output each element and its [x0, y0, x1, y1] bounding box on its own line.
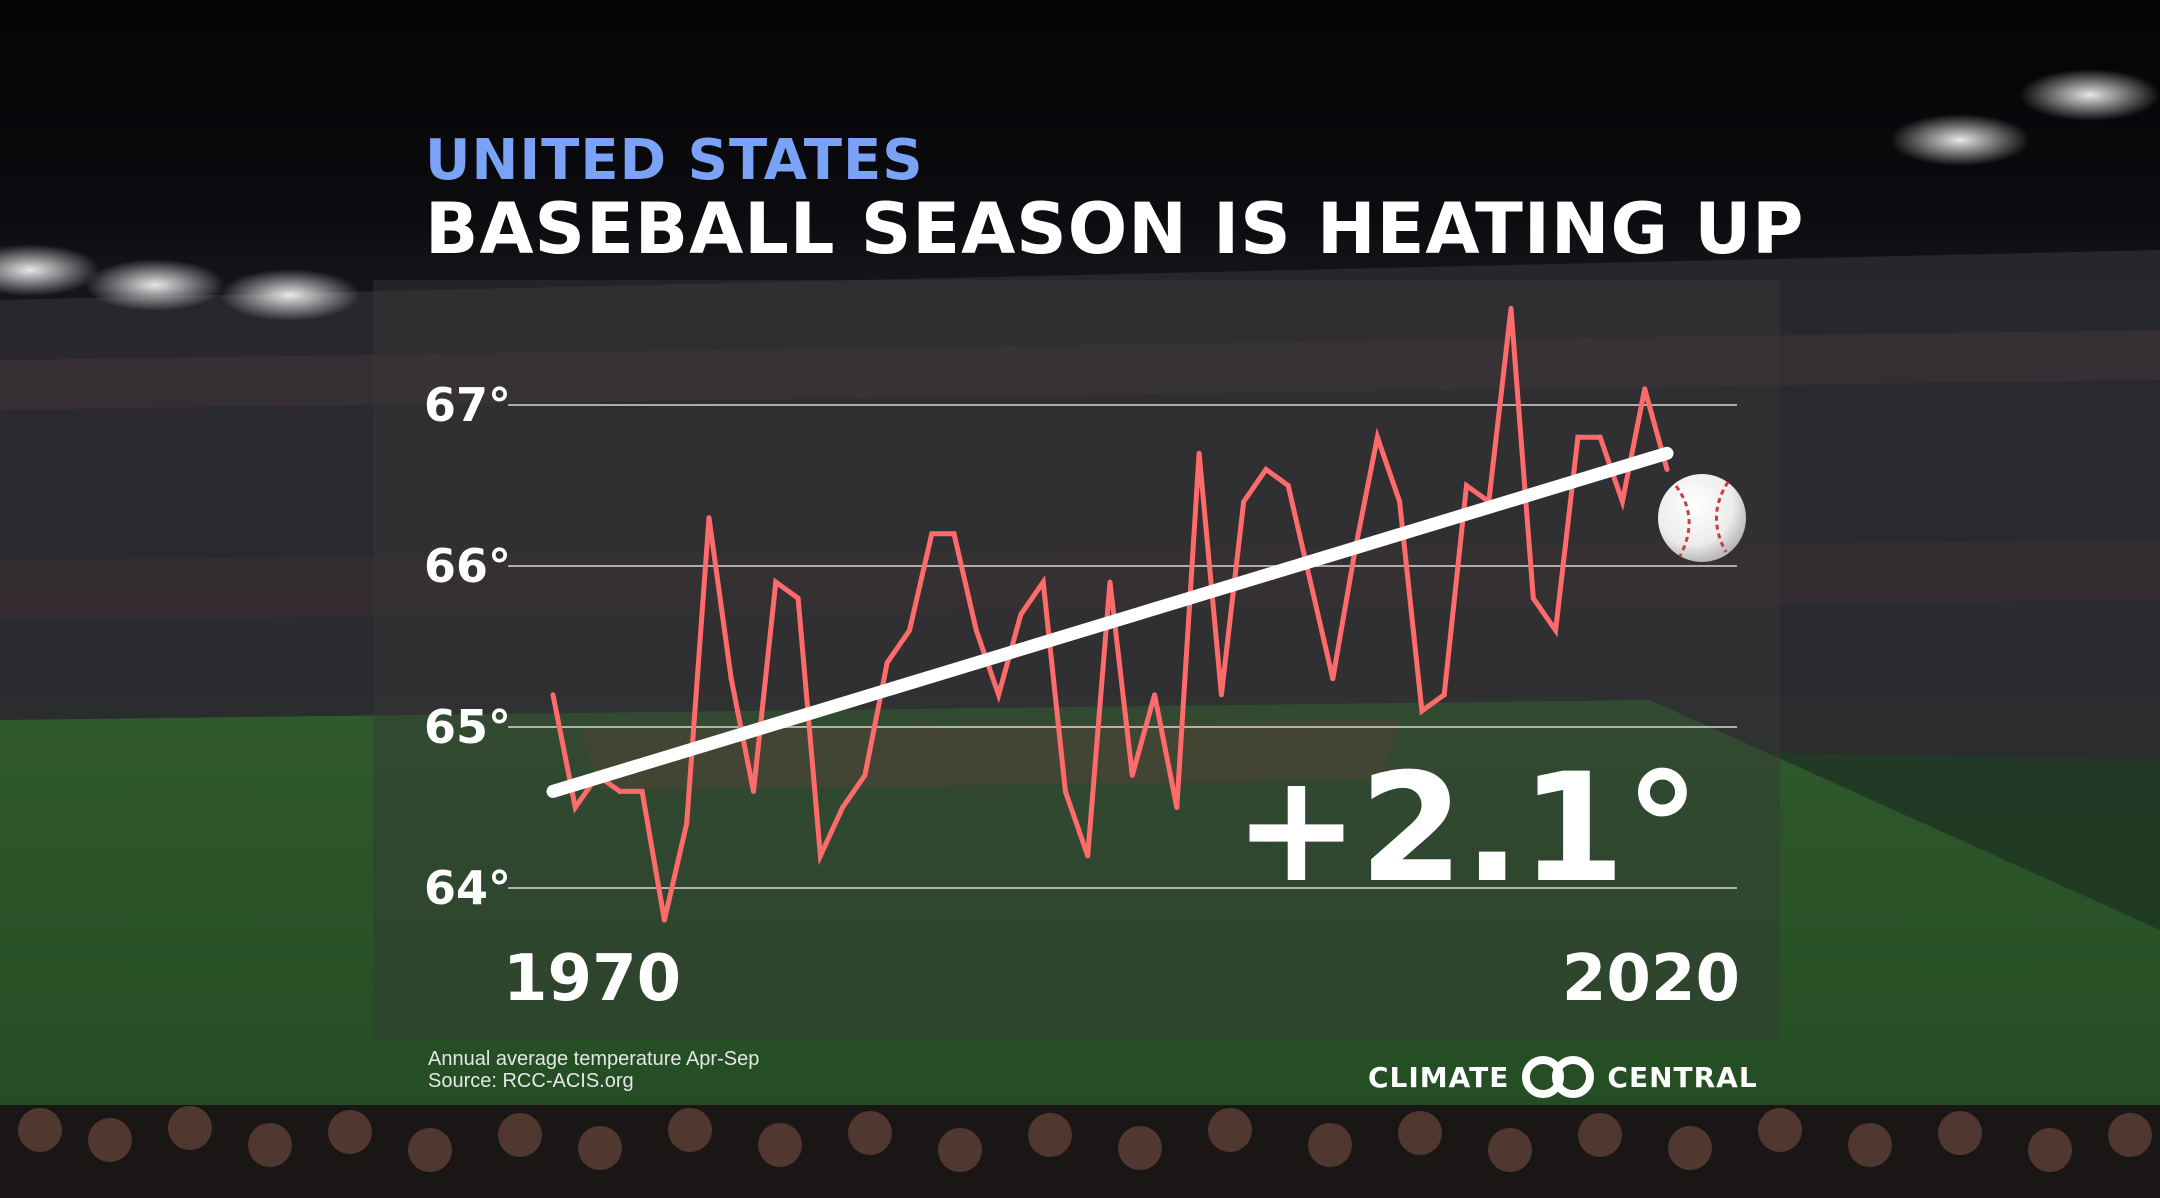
logo-rings-icon — [1522, 1056, 1595, 1098]
data-point — [996, 692, 1002, 698]
page-title: BASEBALL SEASON IS HEATING UP — [425, 188, 1805, 270]
data-point — [1085, 853, 1091, 859]
data-point — [617, 788, 623, 794]
data-point — [639, 788, 645, 794]
data-point — [1397, 499, 1403, 505]
x-end-label: 2020 — [1562, 942, 1740, 1016]
data-point — [795, 595, 801, 601]
data-point — [572, 805, 578, 810]
trend-line — [546, 446, 1674, 798]
data-point — [1530, 595, 1536, 601]
data-point — [906, 627, 912, 633]
data-point — [817, 853, 823, 859]
data-point — [661, 917, 667, 923]
data-point — [1619, 499, 1625, 505]
data-point — [1152, 692, 1158, 698]
data-point — [840, 805, 846, 810]
data-point — [1575, 434, 1581, 440]
data-point — [1285, 483, 1291, 488]
data-point — [1062, 788, 1068, 794]
logo-text-left: CLIMATE — [1368, 1060, 1510, 1094]
data-point — [773, 579, 779, 585]
data-point — [1218, 692, 1224, 698]
data-point — [884, 660, 890, 666]
data-point — [1664, 466, 1670, 472]
climate-central-logo: CLIMATE CENTRAL — [1368, 1052, 1758, 1102]
y-tick-label: 64° — [424, 861, 511, 915]
data-point — [1263, 466, 1269, 472]
region-label: UNITED STATES — [425, 128, 924, 193]
data-point — [1508, 305, 1514, 311]
data-point — [1419, 708, 1425, 714]
data-point — [1642, 386, 1648, 392]
y-tick-label: 66° — [424, 539, 511, 593]
chart-source: Source: RCC-ACIS.org — [428, 1070, 634, 1092]
data-point — [973, 627, 979, 633]
logo-text-right: CENTRAL — [1607, 1060, 1758, 1094]
data-point — [1308, 579, 1314, 585]
data-point — [1241, 499, 1247, 505]
chart-description: Annual average temperature Apr-Sep — [428, 1048, 760, 1070]
data-point — [1441, 692, 1447, 698]
y-tick-label: 67° — [424, 378, 511, 432]
data-point — [1330, 676, 1336, 682]
data-point — [1374, 434, 1380, 440]
data-point — [1129, 772, 1135, 778]
data-point — [706, 515, 712, 521]
temperature-line-chart: 64° 65° 66° 67° 1970 2020 +2.1° — [424, 305, 1740, 1016]
data-point — [1040, 579, 1046, 585]
data-point — [1107, 579, 1113, 585]
temperature-change-callout: +2.1° — [1234, 742, 1700, 916]
chart-panel — [373, 280, 1780, 1040]
data-point — [862, 772, 868, 778]
x-start-label: 1970 — [503, 942, 681, 1016]
data-point — [550, 692, 556, 698]
data-point — [684, 821, 690, 827]
data-point — [951, 531, 957, 537]
data-point — [1553, 627, 1559, 633]
data-point — [1597, 434, 1603, 440]
baseball-icon — [1658, 474, 1746, 562]
data-point — [1018, 611, 1024, 617]
y-tick-label: 65° — [424, 700, 511, 754]
data-point — [1196, 450, 1202, 456]
data-point — [1174, 805, 1180, 810]
data-point — [929, 531, 935, 537]
data-point — [1463, 483, 1469, 488]
data-point — [751, 788, 757, 794]
data-point — [728, 676, 734, 682]
